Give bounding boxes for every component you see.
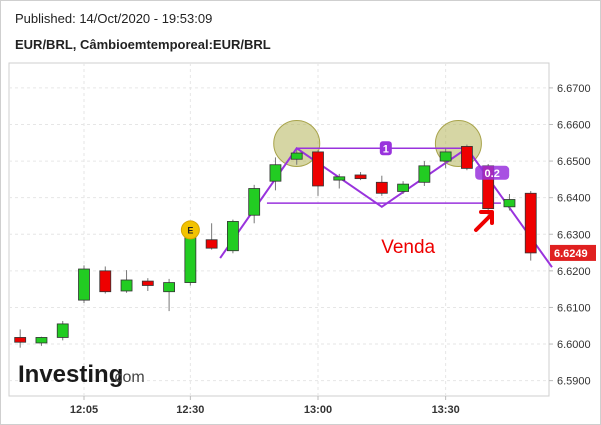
gridlines: [9, 63, 549, 396]
y-tick-label: 6.6400: [557, 193, 591, 205]
pattern-zigzag: [219, 146, 553, 268]
candle-body: [439, 151, 452, 162]
x-tick-label: 13:30: [432, 404, 460, 416]
x-axis: 12:05 12:30 13:00 13:30: [70, 396, 460, 416]
y-tick-label: 6.6100: [557, 302, 591, 314]
x-tick-label: 12:30: [176, 404, 204, 416]
candle-body: [524, 192, 537, 254]
candle-body: [375, 181, 388, 194]
pattern-label-1: 1: [383, 143, 389, 155]
candles: [14, 144, 537, 348]
y-axis: 6.6700 6.6600 6.6500 6.6400 6.6300 6.6200 6.61…: [549, 83, 591, 388]
x-tick-label: 12:05: [70, 404, 98, 416]
current-price-tag: [550, 244, 596, 261]
plot-area: [8, 62, 550, 397]
candle-body: [14, 337, 27, 343]
candle-body: [227, 221, 239, 252]
venda-arrow-icon: [474, 210, 494, 232]
venda-annotation: Venda: [381, 237, 435, 258]
pattern-label-2-box: [475, 165, 510, 180]
candle-body: [312, 151, 324, 187]
candle-body: [99, 270, 112, 293]
x-tick-label: 13:00: [304, 404, 332, 416]
candle-body: [163, 282, 175, 293]
candle-body: [205, 239, 218, 249]
candle-body: [120, 279, 133, 292]
candle-body: [248, 188, 261, 216]
pattern-label-1-box: [379, 141, 392, 156]
candle-body: [56, 323, 69, 338]
y-tick-label: 6.6500: [557, 156, 591, 168]
y-tick-label: 6.6200: [557, 266, 591, 278]
symbol-title: EUR/BRL, Câmbioemtemporeal:EUR/BRL: [15, 37, 271, 52]
watermark-brand: Investing: [18, 361, 123, 388]
pattern-label-2: 0.2: [485, 168, 500, 180]
y-tick-label: 6.6600: [557, 119, 591, 131]
candle-body: [397, 183, 409, 192]
candle-body: [184, 234, 197, 283]
y-tick-label: 6.5900: [557, 376, 591, 388]
candle-body: [290, 152, 303, 160]
y-tick-label: 6.6300: [557, 229, 591, 241]
y-tick-label: 6.6000: [557, 339, 591, 351]
chart-annotations: 1 0.2 E Venda 6.6249: [180, 141, 596, 261]
candle-body: [461, 146, 473, 169]
current-price-label: 6.6249: [554, 248, 588, 260]
candle-body: [354, 174, 367, 180]
candle-body: [418, 165, 431, 183]
candle-body: [78, 268, 90, 301]
watermark-suffix: .com: [110, 369, 145, 386]
y-tick-label: 6.6700: [557, 83, 591, 95]
candle-body: [35, 337, 48, 344]
candle-body: [141, 280, 154, 286]
earnings-marker: [180, 220, 200, 240]
watermark: Investing .com: [18, 361, 145, 388]
earnings-marker-label: E: [187, 225, 193, 235]
candle-body: [269, 164, 282, 182]
candle-body: [333, 176, 346, 181]
candle-body: [503, 199, 516, 208]
published-timestamp: Published: 14/Oct/2020 - 19:53:09: [15, 11, 213, 26]
